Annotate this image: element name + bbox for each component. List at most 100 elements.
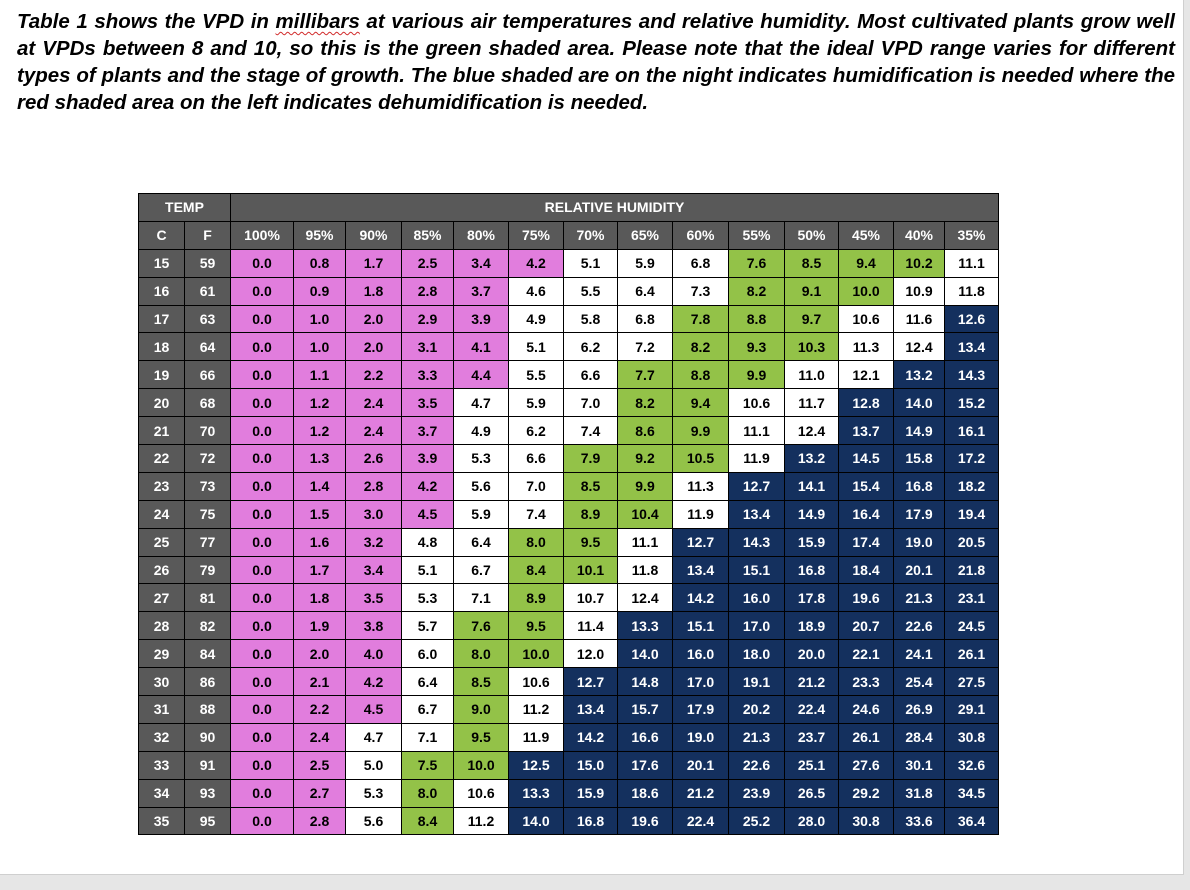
vpd-value-cell: 8.2 xyxy=(672,332,729,362)
vpd-value-cell: 12.6 xyxy=(944,304,999,334)
vpd-value-cell: 14.3 xyxy=(944,360,999,390)
vpd-value-cell: 18.4 xyxy=(838,555,894,585)
vpd-value-cell: 28.0 xyxy=(784,806,839,836)
vpd-value-cell: 5.0 xyxy=(345,750,402,780)
vpd-value-cell: 33.6 xyxy=(893,806,945,836)
vpd-value-cell: 7.2 xyxy=(617,332,673,362)
vpd-value-cell: 9.9 xyxy=(617,471,673,501)
vpd-value-cell: 5.9 xyxy=(508,388,564,418)
vpd-value-cell: 5.9 xyxy=(617,248,673,278)
vpd-value-cell: 0.0 xyxy=(230,667,294,697)
vpd-value-cell: 6.6 xyxy=(508,444,564,473)
vpd-value-cell: 4.6 xyxy=(508,276,564,306)
vpd-value-cell: 12.4 xyxy=(784,416,839,446)
vpd-value-cell: 4.5 xyxy=(401,499,454,529)
vpd-value-cell: 1.0 xyxy=(293,304,346,334)
temp-celsius-cell: 33 xyxy=(138,750,185,780)
vpd-value-cell: 12.5 xyxy=(508,750,564,780)
temp-celsius-cell: 29 xyxy=(138,639,185,669)
vpd-value-cell: 15.2 xyxy=(944,388,999,418)
vpd-value-cell: 12.4 xyxy=(893,332,945,362)
vpd-value-cell: 19.0 xyxy=(672,722,729,752)
vpd-value-cell: 6.4 xyxy=(617,276,673,306)
vpd-value-cell: 1.8 xyxy=(293,583,346,613)
vpd-value-cell: 24.1 xyxy=(893,639,945,669)
vpd-value-cell: 2.5 xyxy=(401,248,454,278)
relative-humidity-header: RELATIVE HUMIDITY xyxy=(230,193,999,222)
vpd-value-cell: 7.6 xyxy=(453,611,509,641)
table-row: 16 61 0.0 0.9 1.8 2.8 3.7 4.6 5.5 6.4 7.3 8.2 9.1 10.… xyxy=(138,276,999,306)
temp-fahrenheit-cell: 81 xyxy=(184,583,231,613)
vpd-value-cell: 2.0 xyxy=(345,332,402,362)
vpd-value-cell: 1.5 xyxy=(293,499,346,529)
vpd-value-cell: 1.9 xyxy=(293,611,346,641)
vpd-value-cell: 21.3 xyxy=(728,722,785,752)
vpd-value-cell: 14.0 xyxy=(617,639,673,669)
temp-fahrenheit-cell: 82 xyxy=(184,611,231,641)
vpd-value-cell: 14.1 xyxy=(784,471,839,501)
vpd-value-cell: 6.8 xyxy=(617,304,673,334)
vpd-value-cell: 5.3 xyxy=(453,444,509,473)
vpd-value-cell: 0.0 xyxy=(230,332,294,362)
vpd-value-cell: 11.8 xyxy=(944,276,999,306)
table-row: 19 66 0.0 1.1 2.2 3.3 4.4 5.5 6.6 7.7 8.8 9.9 11.0 12… xyxy=(138,360,999,390)
vpd-value-cell: 7.1 xyxy=(453,583,509,613)
vpd-value-cell: 2.4 xyxy=(293,722,346,752)
vpd-value-cell: 6.8 xyxy=(672,248,729,278)
vpd-value-cell: 0.0 xyxy=(230,778,294,808)
vpd-value-cell: 5.9 xyxy=(453,499,509,529)
vpd-value-cell: 21.2 xyxy=(784,667,839,697)
temp-celsius-cell: 23 xyxy=(138,471,185,501)
vpd-value-cell: 13.4 xyxy=(672,555,729,585)
vpd-value-cell: 20.2 xyxy=(728,695,785,724)
vpd-value-cell: 2.8 xyxy=(401,276,454,306)
vpd-value-cell: 14.0 xyxy=(508,806,564,836)
vpd-value-cell: 17.6 xyxy=(617,750,673,780)
vpd-value-cell: 12.7 xyxy=(728,471,785,501)
vpd-value-cell: 0.9 xyxy=(293,276,346,306)
vpd-value-cell: 3.4 xyxy=(453,248,509,278)
vpd-value-cell: 0.0 xyxy=(230,527,294,557)
table-row: 29 84 0.0 2.0 4.0 6.0 8.0 10.0 12.0 14.0 16.0 18.0 2… xyxy=(138,639,999,669)
vpd-value-cell: 2.0 xyxy=(293,639,346,669)
intro-text-part2: at various air temperatures and relative… xyxy=(17,10,1175,114)
humidity-column-header: 75% xyxy=(508,220,564,250)
vpd-value-cell: 10.0 xyxy=(453,750,509,780)
vpd-value-cell: 4.9 xyxy=(453,416,509,446)
vpd-value-cell: 0.0 xyxy=(230,444,294,473)
humidity-column-header: 90% xyxy=(345,220,402,250)
vpd-value-cell: 22.6 xyxy=(893,611,945,641)
vpd-value-cell: 13.7 xyxy=(838,416,894,446)
vpd-value-cell: 8.2 xyxy=(728,276,785,306)
vpd-value-cell: 10.3 xyxy=(784,332,839,362)
vpd-value-cell: 25.2 xyxy=(728,806,785,836)
vpd-value-cell: 16.8 xyxy=(563,806,618,836)
temp-fahrenheit-cell: 93 xyxy=(184,778,231,808)
vpd-value-cell: 15.8 xyxy=(893,444,945,473)
humidity-column-header: 40% xyxy=(893,220,945,250)
vpd-value-cell: 3.5 xyxy=(401,388,454,418)
vpd-value-cell: 2.2 xyxy=(293,695,346,724)
vpd-value-cell: 23.9 xyxy=(728,778,785,808)
vpd-value-cell: 3.8 xyxy=(345,611,402,641)
vpd-value-cell: 10.1 xyxy=(563,555,618,585)
vpd-value-cell: 2.5 xyxy=(293,750,346,780)
vpd-value-cell: 5.3 xyxy=(345,778,402,808)
humidity-column-header: 70% xyxy=(563,220,618,250)
vpd-value-cell: 7.6 xyxy=(728,248,785,278)
vpd-value-cell: 18.0 xyxy=(728,639,785,669)
vpd-value-cell: 1.0 xyxy=(293,332,346,362)
vpd-value-cell: 3.0 xyxy=(345,499,402,529)
vpd-value-cell: 16.8 xyxy=(893,471,945,501)
vpd-value-cell: 10.7 xyxy=(563,583,618,613)
vpd-value-cell: 0.0 xyxy=(230,499,294,529)
vpd-value-cell: 19.1 xyxy=(728,667,785,697)
vpd-value-cell: 1.4 xyxy=(293,471,346,501)
table-header-row: TEMP RELATIVE HUMIDITY xyxy=(138,193,999,222)
temp-celsius-cell: 28 xyxy=(138,611,185,641)
vpd-value-cell: 3.9 xyxy=(453,304,509,334)
temp-fahrenheit-cell: 72 xyxy=(184,444,231,473)
vpd-value-cell: 9.5 xyxy=(453,722,509,752)
vpd-value-cell: 1.2 xyxy=(293,416,346,446)
humidity-column-header: 65% xyxy=(617,220,673,250)
